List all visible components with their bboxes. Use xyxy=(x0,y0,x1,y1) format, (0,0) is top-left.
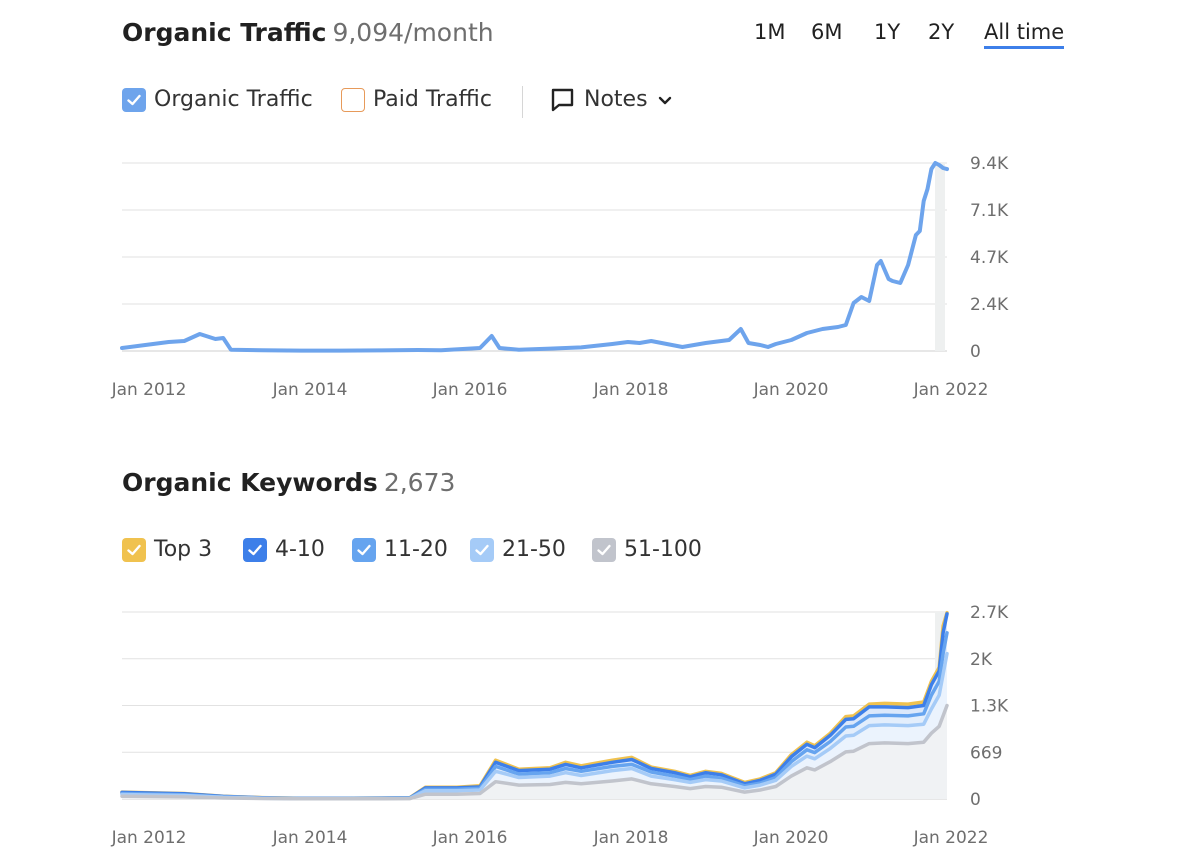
keywords-x-tick-label: Jan 2012 xyxy=(111,828,187,848)
traffic-y-tick-label: 0 xyxy=(970,342,981,362)
legend-4-10[interactable]: 4-10 xyxy=(243,537,325,562)
legend-51-100[interactable]: 51-100 xyxy=(592,537,702,562)
keywords-series-line-51-100 xyxy=(120,703,949,801)
traffic-current-period-band xyxy=(935,163,945,351)
organic-traffic-chart[interactable]: 0 2.4K 4.7K 7.1K 9.4K Jan 2012 Jan 2014 Jan 201… xyxy=(0,0,1185,420)
keywords-y-tick-label: 669 xyxy=(970,743,1002,763)
keywords-x-tick-label: Jan 2018 xyxy=(593,828,669,848)
traffic-y-tick-label: 2.4K xyxy=(970,295,1009,315)
checkbox-checked-icon[interactable] xyxy=(122,87,146,112)
organic-traffic-series-line xyxy=(120,161,949,353)
legend-21-50-label: 21-50 xyxy=(502,537,566,562)
legend-organic-label: Organic Traffic xyxy=(154,87,313,112)
legend-paid-traffic[interactable]: Paid Traffic xyxy=(341,87,492,112)
legend-top3-label: Top 3 xyxy=(154,537,213,562)
traffic-x-tick-label: Jan 2012 xyxy=(111,380,187,400)
traffic-y-tick-label: 9.4K xyxy=(970,154,1009,174)
checkbox-checked-icon[interactable] xyxy=(352,537,376,562)
legend-paid-label: Paid Traffic xyxy=(373,87,492,112)
traffic-x-tick-label: Jan 2020 xyxy=(753,380,829,400)
keywords-y-tick-label: 0 xyxy=(970,790,981,810)
traffic-title-label: Organic Traffic xyxy=(122,18,327,47)
legend-11-20-label: 11-20 xyxy=(384,537,448,562)
legend-21-50[interactable]: 21-50 xyxy=(470,537,566,562)
checkbox-checked-icon[interactable] xyxy=(122,537,146,562)
traffic-x-tick-label: Jan 2016 xyxy=(432,380,508,400)
legend-organic-traffic[interactable]: Organic Traffic xyxy=(122,87,313,112)
range-2y[interactable]: 2Y xyxy=(928,20,955,44)
keywords-x-tick-label: Jan 2020 xyxy=(753,828,829,848)
traffic-y-tick-label: 4.7K xyxy=(970,248,1009,268)
range-all-time[interactable]: All time xyxy=(984,20,1065,49)
keywords-title: Organic Keywords 2,673 xyxy=(122,468,455,497)
legend-top3[interactable]: Top 3 xyxy=(122,537,212,562)
traffic-x-tick-label: Jan 2018 xyxy=(593,380,669,400)
keywords-area-51-100 xyxy=(122,705,947,799)
comment-icon xyxy=(550,87,575,112)
keywords-y-tick-label: 2.7K xyxy=(970,603,1009,623)
chevron-down-icon xyxy=(657,92,673,108)
range-6m[interactable]: 6M xyxy=(811,20,843,44)
checkbox-checked-icon[interactable] xyxy=(592,537,616,562)
checkbox-checked-icon[interactable] xyxy=(470,537,494,562)
notes-label: Notes xyxy=(584,87,648,112)
keywords-value: 2,673 xyxy=(383,468,456,497)
keywords-y-tick-label: 2K xyxy=(970,650,993,670)
traffic-value: 9,094/month xyxy=(332,18,494,47)
legend-11-20[interactable]: 11-20 xyxy=(352,537,448,562)
keywords-title-label: Organic Keywords xyxy=(122,468,378,497)
traffic-x-tick-label: Jan 2022 xyxy=(913,380,989,400)
traffic-title: Organic Traffic 9,094/month xyxy=(122,18,494,47)
legend-divider xyxy=(522,86,523,118)
range-1y[interactable]: 1Y xyxy=(874,20,901,44)
traffic-y-tick-label: 7.1K xyxy=(970,201,1009,221)
legend-4-10-label: 4-10 xyxy=(275,537,325,562)
keywords-y-tick-label: 1.3K xyxy=(970,697,1009,717)
checkbox-checked-icon[interactable] xyxy=(243,537,267,562)
legend-51-100-label: 51-100 xyxy=(624,537,702,562)
keywords-x-tick-label: Jan 2016 xyxy=(432,828,508,848)
keywords-x-tick-label: Jan 2022 xyxy=(913,828,989,848)
traffic-x-tick-label: Jan 2014 xyxy=(272,380,348,400)
notes-dropdown[interactable]: Notes xyxy=(550,87,673,112)
range-1m[interactable]: 1M xyxy=(754,20,786,44)
checkbox-unchecked-icon[interactable] xyxy=(341,87,365,112)
keywords-x-tick-label: Jan 2014 xyxy=(272,828,348,848)
